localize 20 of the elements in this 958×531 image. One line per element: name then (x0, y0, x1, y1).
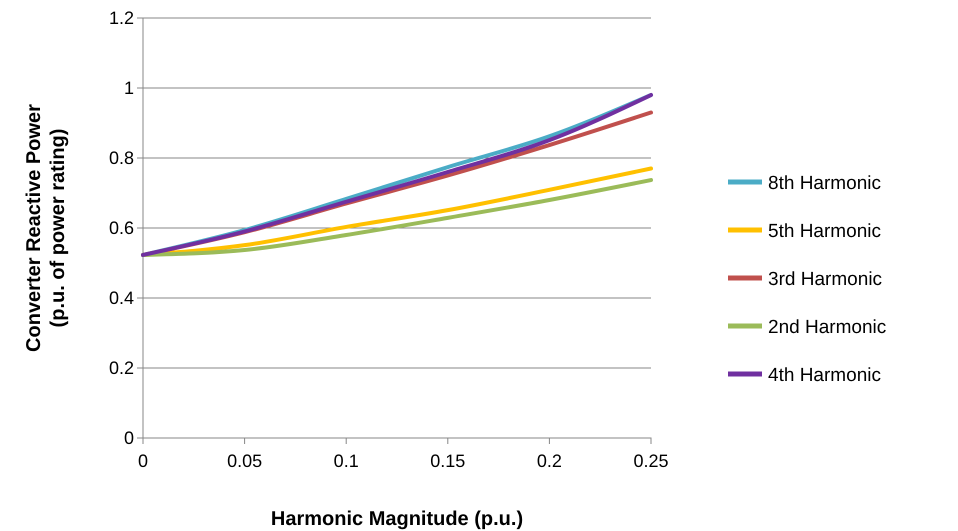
y-axis-title: Converter Reactive Power (p.u. of power rating) (23, 104, 69, 352)
y-tick-label: 0 (124, 428, 134, 448)
legend-label: 5th Harmonic (768, 221, 881, 242)
y-tick-label: 0.4 (108, 288, 134, 308)
x-axis-title: Harmonic Magnitude (p.u.) (270, 508, 524, 530)
y-tick-label: 0.8 (108, 148, 134, 168)
x-tick-label: 0.25 (633, 450, 669, 471)
legend-label: 3rd Harmonic (768, 269, 882, 290)
legend-label: 2nd Harmonic (768, 317, 886, 338)
x-tick-label: 0.1 (334, 450, 359, 471)
y-tick-label: 1 (124, 78, 134, 98)
x-tick-label: 0.15 (430, 450, 466, 471)
x-tick-label: 0.05 (227, 450, 262, 471)
y-tick-label: 0.2 (108, 358, 134, 378)
x-tick-label: 0 (138, 450, 148, 471)
y-tick-label: 0.6 (108, 218, 134, 238)
legend-label: 4th Harmonic (768, 365, 881, 386)
legend-label: 8th Harmonic (768, 173, 881, 194)
x-tick-label: 0.2 (536, 450, 562, 471)
y-tick-label: 1.2 (108, 8, 134, 28)
